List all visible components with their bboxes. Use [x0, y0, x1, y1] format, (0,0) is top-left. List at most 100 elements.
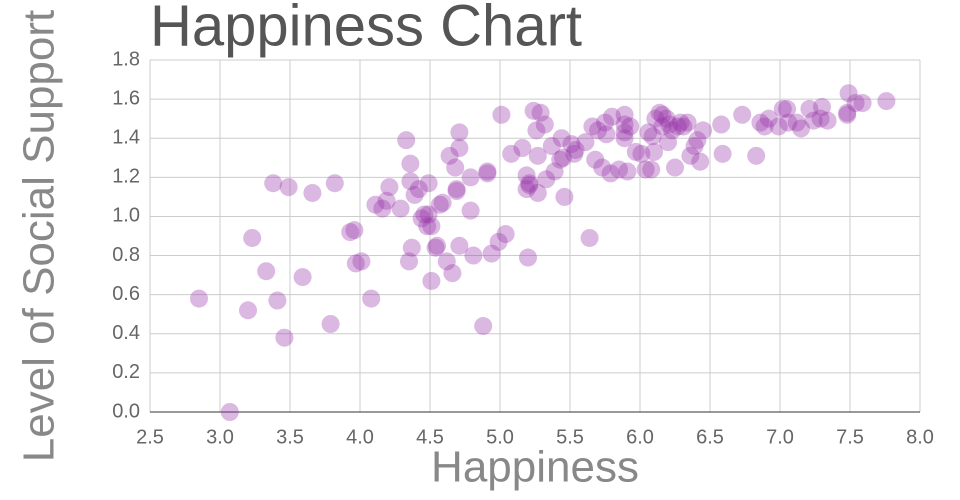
point: [502, 144, 521, 163]
point: [621, 117, 640, 136]
point: [636, 160, 655, 179]
point: [643, 127, 662, 146]
point: [678, 113, 697, 132]
point: [401, 172, 420, 191]
point: [646, 109, 665, 128]
point: [535, 115, 554, 134]
x-tick-label: 3.0: [206, 426, 234, 448]
point: [838, 105, 857, 124]
point: [691, 152, 710, 171]
point: [694, 121, 712, 140]
point: [409, 180, 428, 199]
y-tick-label: 1.2: [112, 166, 140, 188]
point: [366, 195, 385, 214]
point: [405, 185, 424, 204]
y-tick-label: 0.8: [112, 244, 140, 266]
point: [542, 137, 561, 156]
point: [733, 105, 752, 124]
point: [268, 291, 287, 310]
x-tick-label: 2.5: [136, 426, 164, 448]
point: [792, 119, 810, 138]
chart-title: Happiness Chart: [150, 0, 582, 58]
point: [688, 131, 707, 150]
point: [352, 252, 371, 271]
point: [220, 403, 239, 421]
point: [527, 121, 546, 140]
point: [362, 289, 381, 308]
point: [877, 92, 896, 111]
point: [846, 94, 865, 113]
point: [674, 117, 693, 136]
point: [759, 109, 778, 128]
point: [346, 254, 365, 273]
point: [419, 205, 438, 224]
point: [293, 268, 312, 287]
x-axis-label: Happiness: [431, 443, 639, 492]
point: [610, 160, 628, 179]
y-axis-label: Level of Social Support: [15, 10, 64, 463]
point: [626, 142, 645, 161]
point: [838, 103, 857, 122]
point: [478, 164, 497, 183]
point: [492, 105, 511, 124]
point: [377, 191, 396, 210]
point: [450, 139, 469, 157]
point: [804, 111, 823, 130]
point: [264, 174, 283, 193]
point: [650, 103, 669, 122]
point: [632, 144, 651, 163]
point: [663, 121, 682, 140]
point: [325, 174, 344, 193]
point: [562, 135, 581, 154]
x-tick-label: 8.0: [906, 426, 934, 448]
x-tick-label: 7.0: [766, 426, 794, 448]
point: [552, 129, 571, 148]
y-tick-label: 0.2: [112, 361, 140, 383]
point: [524, 101, 543, 120]
point: [428, 236, 446, 255]
point: [446, 158, 465, 177]
x-tick-label: 4.0: [346, 426, 374, 448]
point: [554, 148, 572, 167]
point: [593, 158, 612, 177]
point: [275, 328, 294, 347]
point: [419, 174, 438, 193]
x-tick-label: 5.5: [556, 426, 584, 448]
y-tick-label: 0.6: [112, 283, 140, 305]
point: [671, 113, 690, 132]
point: [555, 187, 574, 206]
point: [681, 146, 700, 165]
point: [603, 107, 621, 126]
point: [243, 228, 262, 247]
point: [747, 146, 766, 165]
x-tick-label: 6.0: [626, 426, 654, 448]
y-tick-label: 0.0: [112, 400, 140, 422]
point: [519, 248, 537, 267]
point: [520, 174, 539, 193]
point: [597, 125, 616, 144]
x-tick-label: 4.5: [416, 426, 444, 448]
point: [478, 162, 497, 181]
point: [279, 178, 298, 197]
point: [853, 94, 872, 113]
point: [642, 160, 661, 179]
point: [380, 178, 399, 197]
point: [397, 131, 416, 150]
point: [426, 238, 445, 257]
point: [418, 217, 437, 236]
point: [666, 158, 684, 177]
point: [447, 180, 466, 199]
point: [615, 123, 634, 142]
point: [668, 117, 687, 136]
point: [422, 271, 441, 290]
point: [531, 103, 550, 122]
point: [769, 117, 788, 136]
point: [653, 105, 672, 124]
point: [618, 162, 637, 181]
point: [482, 244, 501, 263]
point: [576, 133, 595, 152]
point: [601, 164, 620, 183]
point: [586, 150, 605, 169]
point: [239, 301, 257, 320]
